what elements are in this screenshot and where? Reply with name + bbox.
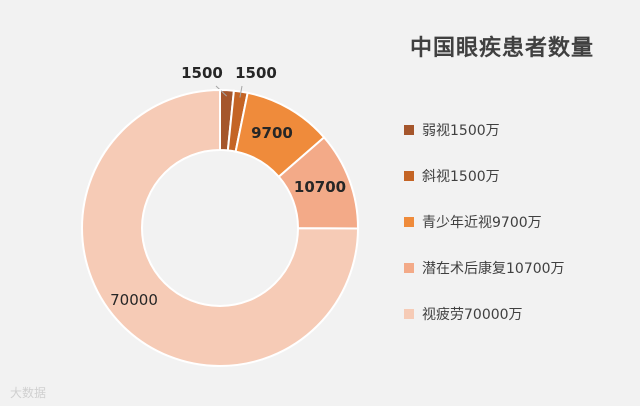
legend-item-5: 视疲劳70000万 [404, 304, 634, 324]
legend-label-2: 斜视1500万 [422, 169, 500, 185]
legend-swatch-1 [404, 125, 414, 135]
legend-item-3: 青少年近视9700万 [404, 212, 634, 232]
legend-swatch-3 [404, 217, 414, 227]
legend-item-1: 弱视1500万 [404, 120, 634, 140]
data-label-5: 70000 [110, 291, 158, 309]
data-label-2: 1500 [235, 64, 277, 82]
leader-line-2 [239, 85, 243, 98]
chart-title: 中国眼疾患者数量 [410, 36, 595, 61]
legend-item-2: 斜视1500万 [404, 166, 634, 186]
data-label-3: 9700 [251, 124, 293, 142]
watermark-text: 大数据 [10, 386, 47, 400]
data-label-4: 10700 [294, 178, 346, 196]
legend-label-3: 青少年近视9700万 [422, 215, 542, 231]
legend-item-4: 潜在术后康复10700万 [404, 258, 634, 278]
legend-label-5: 视疲劳70000万 [422, 307, 523, 323]
donut-slice-5 [81, 88, 360, 367]
leader-line-1 [215, 85, 228, 97]
legend-swatch-5 [404, 309, 414, 319]
legend: 弱视1500万 斜视1500万青少年近视9700万潜在术后康复10700万 视疲劳7… [404, 120, 634, 350]
legend-label-4: 潜在术后康复10700万 [422, 261, 565, 277]
legend-swatch-2 [404, 171, 414, 181]
data-label-1: 1500 [181, 64, 223, 82]
legend-swatch-4 [404, 263, 414, 273]
legend-label-1: 弱视1500万 [422, 123, 500, 139]
